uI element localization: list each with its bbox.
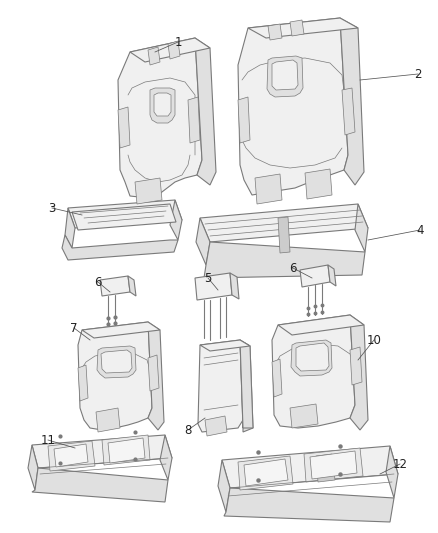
Polygon shape bbox=[278, 315, 364, 335]
Polygon shape bbox=[54, 444, 88, 467]
Polygon shape bbox=[300, 265, 330, 287]
Polygon shape bbox=[238, 97, 250, 143]
Polygon shape bbox=[386, 446, 398, 498]
Text: 1: 1 bbox=[174, 36, 182, 49]
Polygon shape bbox=[272, 60, 298, 90]
Polygon shape bbox=[272, 315, 355, 428]
Polygon shape bbox=[188, 97, 200, 143]
Polygon shape bbox=[238, 18, 348, 195]
Polygon shape bbox=[195, 273, 232, 300]
Polygon shape bbox=[96, 408, 120, 432]
Polygon shape bbox=[355, 204, 368, 252]
Polygon shape bbox=[240, 340, 253, 432]
Polygon shape bbox=[97, 346, 136, 378]
Polygon shape bbox=[148, 322, 164, 430]
Polygon shape bbox=[230, 273, 239, 299]
Polygon shape bbox=[32, 468, 168, 502]
Polygon shape bbox=[32, 435, 172, 468]
Polygon shape bbox=[278, 217, 290, 253]
Polygon shape bbox=[204, 242, 365, 278]
Text: 4: 4 bbox=[416, 223, 424, 237]
Polygon shape bbox=[65, 208, 75, 248]
Polygon shape bbox=[118, 107, 130, 148]
Polygon shape bbox=[248, 18, 358, 38]
Polygon shape bbox=[310, 451, 357, 479]
Text: 3: 3 bbox=[48, 201, 56, 214]
Polygon shape bbox=[62, 235, 178, 260]
Polygon shape bbox=[340, 18, 364, 185]
Polygon shape bbox=[48, 441, 95, 471]
Polygon shape bbox=[267, 56, 303, 97]
Polygon shape bbox=[238, 456, 293, 490]
Polygon shape bbox=[168, 41, 180, 59]
Polygon shape bbox=[170, 200, 182, 240]
Polygon shape bbox=[148, 355, 159, 391]
Polygon shape bbox=[128, 276, 136, 296]
Polygon shape bbox=[78, 322, 152, 430]
Polygon shape bbox=[150, 88, 175, 123]
Text: 12: 12 bbox=[392, 457, 407, 471]
Polygon shape bbox=[218, 460, 230, 512]
Polygon shape bbox=[154, 93, 171, 116]
Polygon shape bbox=[304, 448, 363, 482]
Polygon shape bbox=[72, 204, 176, 230]
Text: 6: 6 bbox=[289, 262, 297, 274]
Text: 7: 7 bbox=[70, 321, 78, 335]
Polygon shape bbox=[296, 343, 329, 371]
Text: 6: 6 bbox=[94, 276, 102, 288]
Polygon shape bbox=[272, 359, 282, 397]
Polygon shape bbox=[240, 340, 253, 428]
Polygon shape bbox=[200, 204, 368, 242]
Polygon shape bbox=[350, 347, 362, 385]
Polygon shape bbox=[222, 446, 398, 488]
Text: 11: 11 bbox=[40, 433, 56, 447]
Polygon shape bbox=[101, 350, 132, 373]
Polygon shape bbox=[100, 276, 130, 296]
Polygon shape bbox=[118, 38, 202, 198]
Polygon shape bbox=[108, 438, 145, 463]
Polygon shape bbox=[160, 435, 172, 480]
Polygon shape bbox=[305, 169, 332, 199]
Polygon shape bbox=[68, 200, 182, 228]
Polygon shape bbox=[350, 315, 368, 430]
Text: 10: 10 bbox=[367, 334, 381, 346]
Polygon shape bbox=[291, 340, 332, 376]
Polygon shape bbox=[255, 174, 282, 204]
Text: 2: 2 bbox=[414, 68, 422, 80]
Polygon shape bbox=[244, 459, 288, 486]
Text: 8: 8 bbox=[184, 424, 192, 437]
Polygon shape bbox=[135, 178, 162, 204]
Polygon shape bbox=[200, 340, 250, 351]
Polygon shape bbox=[224, 488, 394, 522]
Polygon shape bbox=[82, 322, 160, 338]
Polygon shape bbox=[290, 404, 318, 428]
Polygon shape bbox=[268, 24, 282, 40]
Polygon shape bbox=[28, 445, 38, 490]
Polygon shape bbox=[342, 88, 355, 135]
Polygon shape bbox=[290, 20, 304, 36]
Polygon shape bbox=[196, 218, 210, 265]
Text: 5: 5 bbox=[204, 271, 212, 285]
Polygon shape bbox=[195, 38, 216, 185]
Polygon shape bbox=[328, 265, 336, 286]
Polygon shape bbox=[316, 454, 335, 482]
Polygon shape bbox=[205, 416, 227, 436]
Polygon shape bbox=[130, 38, 210, 62]
Polygon shape bbox=[148, 47, 160, 65]
Polygon shape bbox=[78, 365, 88, 401]
Polygon shape bbox=[102, 435, 150, 465]
Polygon shape bbox=[198, 340, 243, 432]
